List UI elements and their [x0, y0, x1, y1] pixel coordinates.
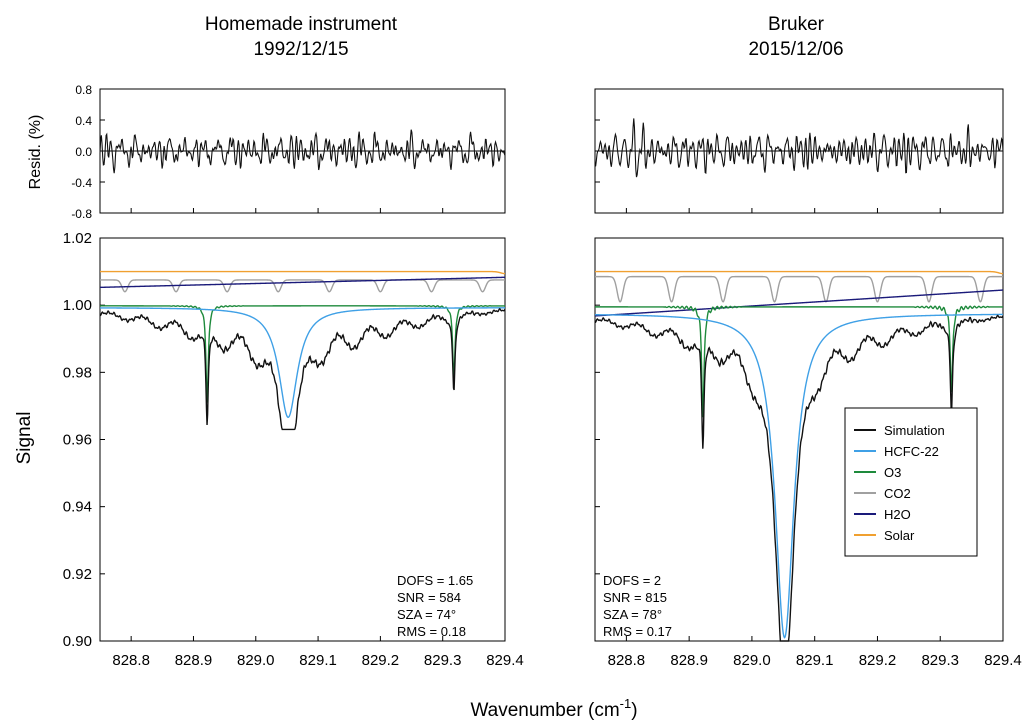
x-tick-label: 829.3 [921, 652, 959, 669]
x-axis-label-sup: -1 [620, 696, 632, 711]
x-tick-label: 829.0 [733, 652, 771, 669]
right-residual-panel [594, 88, 1004, 214]
series-co2 [595, 275, 1003, 303]
y-tick-label: 0.90 [63, 633, 92, 650]
right-title-line1: Bruker [768, 14, 825, 35]
legend-label-solar: Solar [884, 528, 915, 543]
series-o3 [100, 304, 505, 403]
x-tick-label: 829.4 [984, 652, 1022, 669]
left-residual-panel: -0.8 -0.4 0.0 0.4 0.8 [71, 83, 506, 221]
x-tick-label: 829.4 [486, 652, 524, 669]
series-co2 [100, 279, 505, 293]
legend-label-o3: O3 [884, 465, 901, 480]
right-stat-sza: SZA = 78° [603, 607, 662, 622]
y-tick-label: -0.8 [71, 207, 92, 221]
x-axis-label-close: ) [631, 700, 637, 721]
series-h2o [594, 289, 1004, 317]
y-tick-label: -0.4 [71, 176, 92, 190]
y-tick-label: 1.00 [63, 297, 92, 314]
x-tick-label: 829.2 [859, 652, 897, 669]
left-stat-rms: RMS = 0.18 [397, 624, 466, 639]
x-tick-label: 829.1 [796, 652, 834, 669]
x-tick-label: 829.1 [299, 652, 337, 669]
x-tick-label: 828.9 [175, 652, 213, 669]
series-solar [595, 270, 1004, 275]
series-h2o [99, 276, 506, 289]
right-stat-rms: RMS = 0.17 [603, 624, 672, 639]
legend-label-hcfc22: HCFC-22 [884, 444, 939, 459]
legend-box [844, 407, 978, 557]
x-tick-label: 829.0 [237, 652, 275, 669]
series-hcfc22 [100, 307, 505, 419]
y-tick-label: 0.94 [63, 499, 92, 516]
left-title-line2: 1992/12/15 [253, 39, 348, 60]
x-tick-label: 828.8 [608, 652, 646, 669]
x-tick-label: 829.3 [424, 652, 462, 669]
series-simulation [594, 314, 1004, 642]
y-tick-label: 1.02 [63, 230, 92, 247]
x-tick-label: 828.9 [670, 652, 708, 669]
left-spectrum-panel: 0.90 0.92 0.94 0.96 0.98 1.00 1.02 828.8 828.9 82… [63, 230, 524, 669]
left-stats: DOFS = 1.65 SNR = 584 SZA = 74° RMS = 0.… [397, 573, 473, 639]
x-tick-label: 828.8 [112, 652, 150, 669]
right-stat-snr: SNR = 815 [603, 590, 667, 605]
legend: Simulation HCFC-22 O3 CO2 H2O Solar [844, 407, 978, 557]
series-hcfc22 [594, 313, 1003, 639]
legend-label-simulation: Simulation [884, 423, 945, 438]
legend-label-co2: CO2 [884, 486, 911, 501]
right-stats: DOFS = 2 SNR = 815 SZA = 78° RMS = 0.17 [603, 573, 672, 639]
residual-y-axis-label: Resid. (%) [27, 115, 44, 190]
left-stat-snr: SNR = 584 [397, 590, 461, 605]
y-tick-label: 0.8 [75, 83, 92, 97]
right-spectrum-panel: 828.8 828.9 829.0 829.1 829.2 829.3 829.4 [594, 237, 1022, 669]
legend-label-h2o: H2O [884, 507, 911, 522]
left-title-line1: Homemade instrument [205, 14, 398, 35]
right-title-line2: 2015/12/06 [748, 39, 843, 60]
x-axis-label: Wavenumber (cm-1) [470, 696, 637, 721]
x-tick-label: 829.2 [362, 652, 400, 669]
x-axis-label-main: Wavenumber (cm [470, 700, 619, 721]
left-stat-dofs: DOFS = 1.65 [397, 573, 473, 588]
series-simulation [99, 307, 506, 431]
y-tick-label: 0.92 [63, 566, 92, 583]
y-tick-label: 0.4 [75, 114, 92, 128]
series-solar [100, 270, 506, 275]
y-tick-label: 0.0 [75, 145, 92, 159]
right-stat-dofs: DOFS = 2 [603, 573, 661, 588]
y-tick-label: 0.96 [63, 432, 92, 449]
series-o3 [595, 305, 1003, 418]
left-stat-sza: SZA = 74° [397, 607, 456, 622]
y-tick-label: 0.98 [63, 364, 92, 381]
residual-line [594, 118, 1004, 178]
signal-y-axis-label: Signal [14, 412, 35, 465]
residual-line [99, 129, 506, 174]
